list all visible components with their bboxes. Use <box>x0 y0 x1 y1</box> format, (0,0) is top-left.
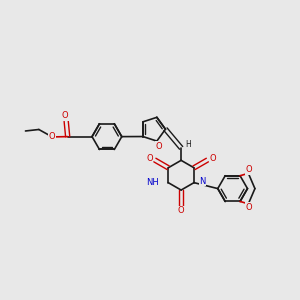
Text: O: O <box>209 154 216 163</box>
Text: O: O <box>61 111 68 120</box>
Text: NH: NH <box>147 178 159 187</box>
Text: O: O <box>245 165 252 174</box>
Text: O: O <box>146 154 153 163</box>
Text: O: O <box>155 142 162 151</box>
Text: O: O <box>178 206 184 215</box>
Text: O: O <box>49 132 56 141</box>
Text: O: O <box>245 203 252 212</box>
Text: N: N <box>199 177 206 186</box>
Text: H: H <box>185 140 191 149</box>
